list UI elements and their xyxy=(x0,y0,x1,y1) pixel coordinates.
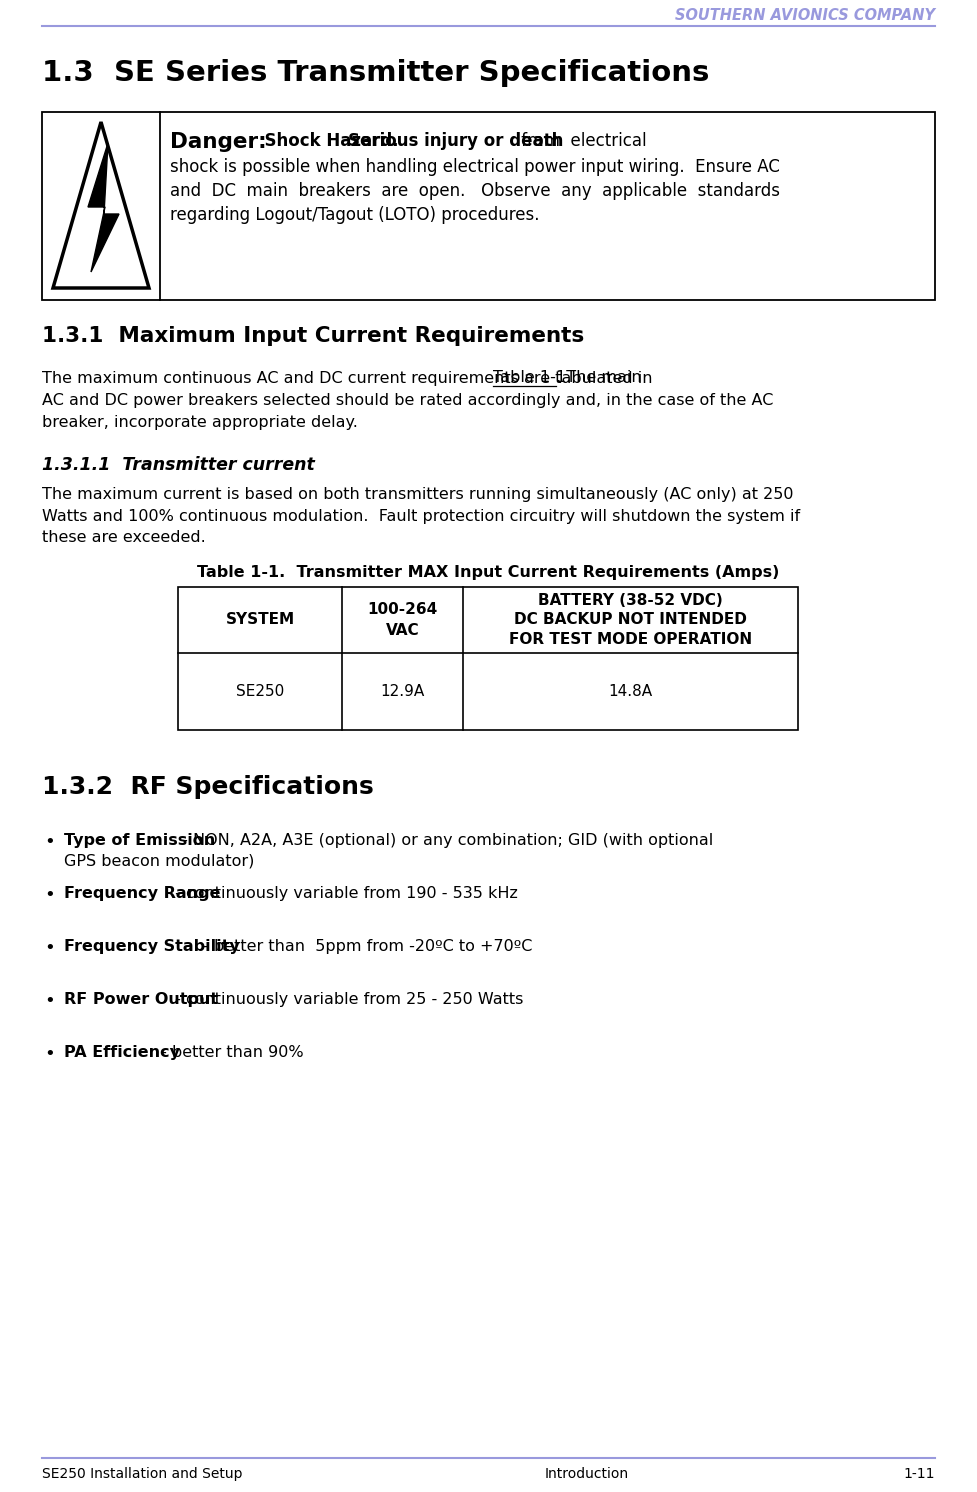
Text: these are exceeded.: these are exceeded. xyxy=(42,531,206,546)
Text: •: • xyxy=(45,992,56,1010)
Text: - better than  5ppm from -20ºC to +70ºC: - better than 5ppm from -20ºC to +70ºC xyxy=(198,938,532,953)
Text: SE250: SE250 xyxy=(236,683,284,698)
Text: breaker, incorporate appropriate delay.: breaker, incorporate appropriate delay. xyxy=(42,415,358,430)
Text: 100-264
VAC: 100-264 VAC xyxy=(367,601,438,639)
Text: 1.3.1.1  Transmitter current: 1.3.1.1 Transmitter current xyxy=(42,457,315,474)
Text: Table 1-1.  Transmitter MAX Input Current Requirements (Amps): Table 1-1. Transmitter MAX Input Current… xyxy=(197,564,780,579)
Text: . The main: . The main xyxy=(556,370,642,385)
Text: 14.8A: 14.8A xyxy=(609,683,653,698)
Text: - NON, A2A, A3E (optional) or any combination; GID (with optional: - NON, A2A, A3E (optional) or any combin… xyxy=(177,833,713,847)
Text: The maximum current is based on both transmitters running simultaneously (AC onl: The maximum current is based on both tra… xyxy=(42,486,793,501)
Text: and  DC  main  breakers  are  open.   Observe  any  applicable  standards: and DC main breakers are open. Observe a… xyxy=(170,182,780,200)
Text: Shock Hazard.: Shock Hazard. xyxy=(253,131,410,151)
Text: shock is possible when handling electrical power input wiring.  Ensure AC: shock is possible when handling electric… xyxy=(170,158,780,176)
Text: Danger:: Danger: xyxy=(170,131,267,152)
Text: •: • xyxy=(45,938,56,956)
Text: from  electrical: from electrical xyxy=(516,131,647,151)
Text: 1.3  SE Series Transmitter Specifications: 1.3 SE Series Transmitter Specifications xyxy=(42,60,709,87)
Bar xyxy=(178,586,798,730)
Text: - continuously variable from 190 - 535 kHz: - continuously variable from 190 - 535 k… xyxy=(170,886,518,901)
Text: BATTERY (38-52 VDC)
DC BACKUP NOT INTENDED
FOR TEST MODE OPERATION: BATTERY (38-52 VDC) DC BACKUP NOT INTEND… xyxy=(509,592,752,648)
Text: The maximum continuous AC and DC current requirements are tabulated in: The maximum continuous AC and DC current… xyxy=(42,370,658,385)
Text: Table 1-1.: Table 1-1. xyxy=(492,370,572,385)
Text: Serious injury or death: Serious injury or death xyxy=(348,131,564,151)
Text: 12.9A: 12.9A xyxy=(381,683,425,698)
Text: SYSTEM: SYSTEM xyxy=(226,613,295,628)
Text: 1.3.1  Maximum Input Current Requirements: 1.3.1 Maximum Input Current Requirements xyxy=(42,325,584,346)
Text: - continuously variable from 25 - 250 Watts: - continuously variable from 25 - 250 Wa… xyxy=(170,992,523,1007)
Text: Watts and 100% continuous modulation.  Fault protection circuitry will shutdown : Watts and 100% continuous modulation. Fa… xyxy=(42,509,800,524)
Polygon shape xyxy=(88,143,119,272)
Text: •: • xyxy=(45,1044,56,1062)
Text: Frequency Range: Frequency Range xyxy=(64,886,221,901)
Bar xyxy=(42,112,935,300)
Text: •: • xyxy=(45,886,56,904)
Text: Introduction: Introduction xyxy=(545,1467,629,1482)
Text: PA Efficiency: PA Efficiency xyxy=(64,1044,180,1059)
Text: Frequency Stability: Frequency Stability xyxy=(64,938,239,953)
Text: regarding Logout/Tagout (LOTO) procedures.: regarding Logout/Tagout (LOTO) procedure… xyxy=(170,206,539,224)
Text: SE250 Installation and Setup: SE250 Installation and Setup xyxy=(42,1467,242,1482)
Polygon shape xyxy=(53,122,149,288)
Text: - better than 90%: - better than 90% xyxy=(155,1044,303,1059)
Text: 1.3.2  RF Specifications: 1.3.2 RF Specifications xyxy=(42,774,374,800)
Text: •: • xyxy=(45,833,56,850)
Text: SOUTHERN AVIONICS COMPANY: SOUTHERN AVIONICS COMPANY xyxy=(675,9,935,24)
Text: RF Power Output: RF Power Output xyxy=(64,992,218,1007)
Text: GPS beacon modulator): GPS beacon modulator) xyxy=(64,853,254,868)
Text: 1-11: 1-11 xyxy=(904,1467,935,1482)
Text: AC and DC power breakers selected should be rated accordingly and, in the case o: AC and DC power breakers selected should… xyxy=(42,392,774,407)
Text: Type of Emission: Type of Emission xyxy=(64,833,215,847)
